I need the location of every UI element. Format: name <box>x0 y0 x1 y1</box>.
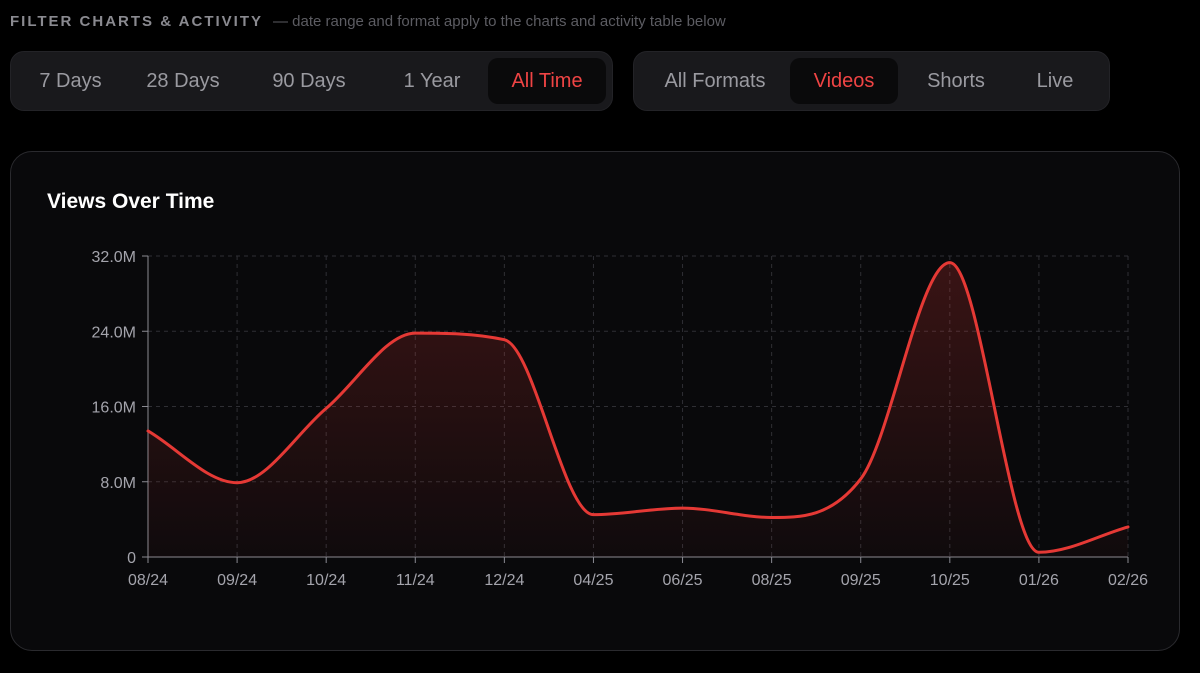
filter-header: FILTER CHARTS & ACTIVITY — date range an… <box>10 13 726 30</box>
x-tick-label: 06/25 <box>663 572 703 589</box>
format-videos-button[interactable]: Videos <box>790 58 898 104</box>
x-tick-label: 12/24 <box>484 572 524 589</box>
y-tick-label: 16.0M <box>92 400 136 417</box>
x-tick-label: 09/25 <box>841 572 881 589</box>
y-tick-label: 0 <box>127 550 136 567</box>
range-all-time-button[interactable]: All Time <box>488 58 606 104</box>
y-tick-label: 32.0M <box>92 249 136 266</box>
date-range-selector: 7 Days 28 Days 90 Days 1 Year All Time <box>10 51 613 111</box>
format-selector: All Formats Videos Shorts Live <box>633 51 1110 111</box>
views-over-time-chart: 0 8.0M 16.0M 24.0M 32.0M 08/24 09/24 10/24 11/24… <box>92 249 1149 589</box>
x-tick-label: 04/25 <box>573 572 613 589</box>
range-28-days-button[interactable]: 28 Days <box>146 69 220 92</box>
x-tick-label: 09/24 <box>217 572 257 589</box>
filter-title: FILTER CHARTS & ACTIVITY <box>10 13 263 30</box>
y-tick-label: 8.0M <box>100 475 136 492</box>
x-tick-label: 02/26 <box>1108 572 1148 589</box>
views-chart-card: Views Over Time 0 8.0M 16.0M 24.0M 32.0M 08/2… <box>10 151 1180 651</box>
x-tick-label: 01/26 <box>1019 572 1059 589</box>
range-90-days-button[interactable]: 90 Days <box>272 69 346 92</box>
x-tick-label: 08/25 <box>752 572 792 589</box>
format-live-button[interactable]: Live <box>1036 69 1074 92</box>
format-all-formats-button[interactable]: All Formats <box>664 69 766 92</box>
views-series-line <box>146 261 1130 554</box>
range-7-days-button[interactable]: 7 Days <box>39 69 102 92</box>
y-tick-label: 24.0M <box>92 324 136 341</box>
x-tick-label: 11/24 <box>396 572 435 589</box>
views-area-fill <box>148 262 1128 557</box>
filter-subtitle: — date range and format apply to the cha… <box>273 13 726 30</box>
x-tick-label: 10/24 <box>306 572 346 589</box>
x-tick-label: 08/24 <box>128 572 168 589</box>
range-1-year-button[interactable]: 1 Year <box>403 69 461 92</box>
format-shorts-button[interactable]: Shorts <box>927 69 985 92</box>
chart-title: Views Over Time <box>47 190 215 213</box>
x-tick-label: 10/25 <box>930 572 970 589</box>
